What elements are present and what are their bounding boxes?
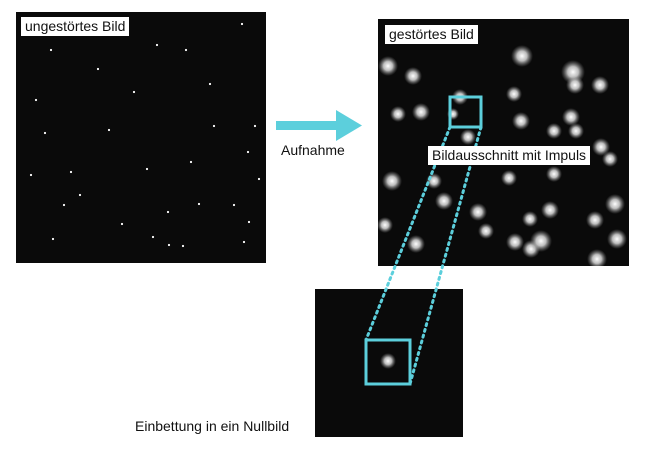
star-dot	[253, 124, 257, 128]
noise-blob	[605, 194, 625, 214]
star-dot	[212, 124, 216, 128]
star-dot	[242, 240, 246, 244]
star-dot	[107, 128, 111, 132]
acquisition-label: Aufnahme	[281, 142, 345, 158]
noise-blob	[546, 166, 562, 182]
noise-blob	[591, 76, 609, 94]
star-dot	[34, 98, 38, 102]
star-dot	[197, 202, 201, 206]
star-dot	[166, 210, 170, 214]
crop-with-impulse-label: Bildausschnitt mit Impuls	[428, 146, 591, 165]
connector-right	[408, 125, 483, 386]
null-image-impulse	[380, 353, 396, 369]
noise-blob	[404, 67, 422, 85]
noisy-image-label: gestörtes Bild	[385, 25, 478, 44]
noise-blob	[592, 138, 610, 156]
star-dot	[246, 150, 250, 154]
noise-blob	[562, 108, 580, 126]
noisy-image-blobs	[378, 45, 627, 266]
noise-blob	[469, 203, 487, 221]
star-dot	[43, 131, 47, 135]
noise-blob	[587, 249, 607, 266]
noise-blob	[541, 201, 559, 219]
noise-blob	[586, 211, 604, 229]
null-image-panel	[315, 289, 463, 437]
embedded-crop-box	[364, 338, 412, 386]
noise-blob	[412, 103, 430, 121]
noise-blob	[522, 211, 538, 227]
star-dot	[120, 222, 124, 226]
star-dot	[51, 237, 55, 241]
clean-image-dots	[29, 22, 261, 248]
star-dot	[29, 173, 33, 177]
embedding-label: Einbettung in ein Nullbild	[135, 418, 290, 434]
star-dot	[167, 243, 171, 247]
noise-blob	[607, 229, 627, 249]
star-dot	[69, 170, 73, 174]
crop-box	[448, 95, 483, 129]
star-dot	[240, 22, 244, 26]
star-dot	[208, 82, 212, 86]
noise-blob	[506, 86, 522, 102]
noise-blob	[478, 223, 494, 239]
star-dot	[62, 203, 66, 207]
clean-image-label: ungestörtes Bild	[21, 17, 130, 36]
star-dot	[96, 67, 100, 71]
noise-blob	[382, 171, 402, 191]
noise-blob	[435, 192, 453, 210]
star-dot	[78, 193, 82, 197]
noise-blob	[378, 56, 398, 76]
star-dot	[49, 48, 53, 52]
noise-blob	[602, 151, 618, 167]
noise-blob	[568, 123, 584, 139]
noise-blob	[378, 217, 393, 233]
noise-blob	[566, 76, 584, 94]
noise-blob	[546, 123, 562, 139]
star-dot	[247, 220, 251, 224]
star-dot	[145, 167, 149, 171]
star-dot	[151, 235, 155, 239]
noise-blob	[530, 230, 552, 252]
noisy-image-panel	[378, 19, 629, 266]
impulse-blob	[380, 353, 396, 369]
star-dot	[232, 203, 236, 207]
noise-blob	[460, 129, 476, 145]
noise-blob	[506, 233, 524, 251]
star-dot	[184, 48, 188, 52]
star-dot	[257, 177, 261, 181]
star-dot	[189, 160, 193, 164]
arrow-right-icon	[276, 110, 362, 141]
noise-blob	[511, 45, 533, 67]
clean-image-panel	[16, 12, 266, 263]
noise-blob	[512, 112, 530, 130]
noise-blob	[390, 106, 406, 122]
star-dot	[132, 90, 136, 94]
star-dot	[181, 244, 185, 248]
star-dot	[155, 43, 159, 47]
noise-blob	[501, 170, 517, 186]
noise-blob	[407, 235, 425, 253]
